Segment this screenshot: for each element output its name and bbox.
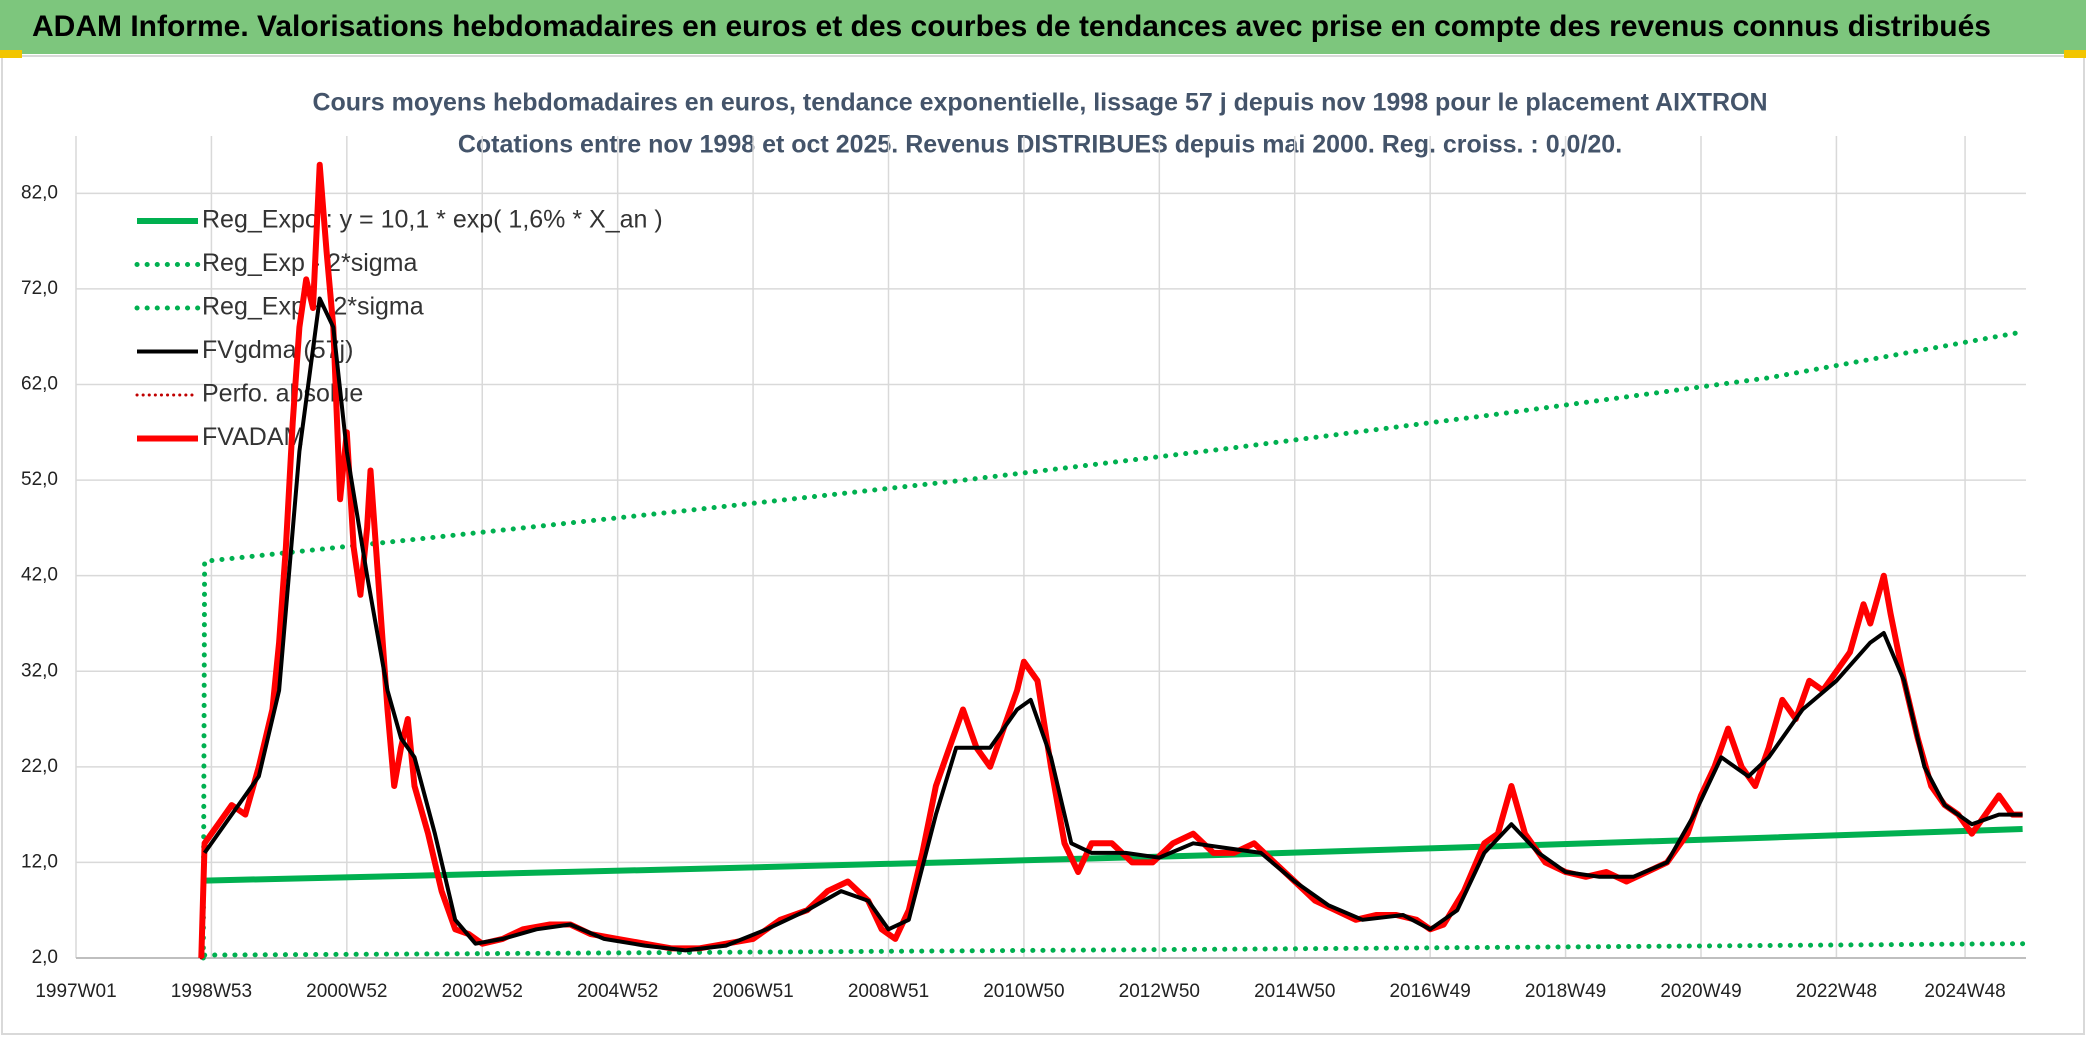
x-tick-label: 1997W01 (35, 981, 116, 1002)
x-tick-label: 2016W49 (1389, 981, 1470, 1002)
x-tick-label: 2018W49 (1525, 981, 1606, 1002)
y-tick-label: 42,0 (21, 565, 58, 586)
header-bar (0, 0, 2086, 54)
x-tick-label: 2012W50 (1119, 981, 1200, 1002)
x-tick-label: 2004W52 (577, 981, 658, 1002)
x-tick-label: 2024W48 (1924, 981, 2005, 1002)
series-line (204, 826, 2023, 884)
legend-label: FVgdma (57j) (202, 336, 353, 364)
x-tick-label: 2008W51 (848, 981, 929, 1002)
y-tick-label: 2,0 (32, 947, 58, 968)
chart-frame (1, 55, 2085, 1035)
x-tick-label: 1998W53 (171, 981, 252, 1002)
x-tick-label: 2006W51 (712, 981, 793, 1002)
x-tick-label: 2022W48 (1796, 981, 1877, 1002)
y-tick-label: 62,0 (21, 374, 58, 395)
series-line (202, 296, 2023, 953)
legend-label: Reg_Exp - 2*sigma (202, 249, 417, 277)
series-line (200, 329, 2026, 961)
x-tick-label: 2010W50 (983, 981, 1064, 1002)
x-tick-label: 2002W52 (442, 981, 523, 1002)
y-tick-label: 72,0 (21, 278, 58, 299)
corner-mark (0, 50, 22, 58)
y-tick-label: 82,0 (21, 182, 58, 203)
y-tick-label: 52,0 (21, 469, 58, 490)
y-tick-label: 22,0 (21, 756, 58, 777)
y-tick-label: 12,0 (21, 851, 58, 872)
legend-label: FVADAM (202, 423, 304, 451)
corner-mark (2064, 50, 2086, 58)
series-line (202, 941, 2026, 958)
y-tick-label: 32,0 (21, 660, 58, 681)
chart-subtitle: Cotations entre nov 1998 et oct 2025. Re… (458, 131, 1622, 159)
chart-title: Cours moyens hebdomadaires en euros, ten… (312, 89, 1767, 117)
legend-label: Reg_Expo : y = 10,1 * exp( 1,6% * X_an ) (202, 206, 663, 234)
header-title: ADAM Informe. Valorisations hebdomadaire… (32, 10, 1991, 43)
x-tick-label: 2014W50 (1254, 981, 1335, 1002)
x-tick-label: 2020W49 (1660, 981, 1741, 1002)
x-tick-label: 2000W52 (306, 981, 387, 1002)
